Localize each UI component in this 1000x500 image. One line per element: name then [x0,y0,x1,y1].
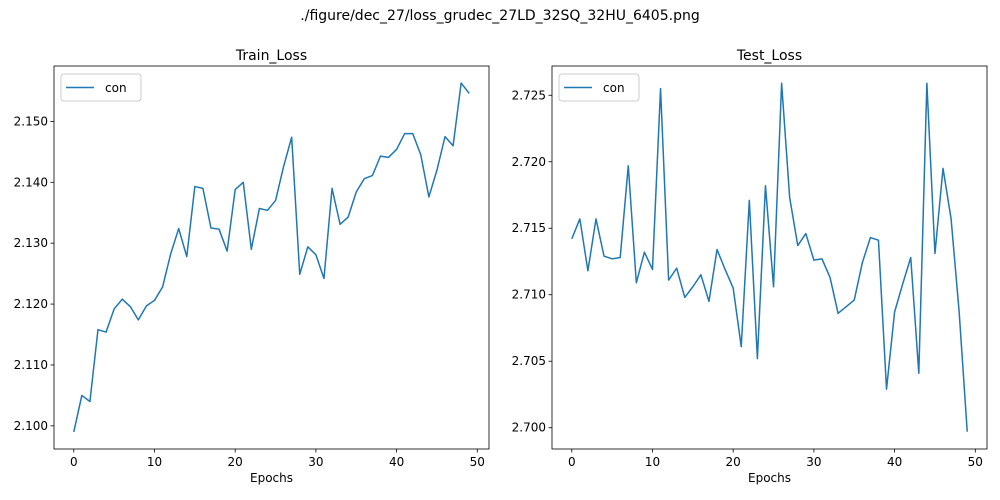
axes-frame [551,65,988,450]
y-tick-label: 2.100 [14,419,48,433]
x-tick-label: 0 [70,455,78,469]
x-tick-label: 50 [968,455,983,469]
y-tick-label: 2.110 [14,358,48,372]
y-tick-label: 2.150 [14,114,48,128]
x-tick-label: 30 [308,455,323,469]
x-tick-label: 10 [645,455,660,469]
series-line-con [73,82,470,433]
legend-label: con [603,81,625,95]
y-tick-label: 2.140 [14,175,48,189]
legend: con [558,73,640,102]
x-tick-label: 30 [806,455,821,469]
panel-title: Train_Loss [235,48,307,64]
panel-title: Test_Loss [736,48,802,64]
x-tick-label: 40 [389,455,404,469]
train-loss-panel: Train_Loss 0 10 20 30 40 50 2.100 2.110 2.120 2.13… [14,48,490,485]
x-axis-label: Epochs [748,471,791,485]
y-tick-label: 2.725 [512,88,546,102]
legend-box [558,73,640,102]
y-tick-label: 2.130 [14,236,48,250]
x-tick-label: 20 [228,455,243,469]
x-tick-label: 20 [726,455,741,469]
y-tick-label: 2.700 [512,421,546,435]
y-tick-label: 2.705 [512,354,546,368]
y-tick-label: 2.120 [14,297,48,311]
legend-label: con [105,81,127,95]
series-line-con [571,82,968,432]
x-tick-label: 0 [568,455,576,469]
x-tick-label: 40 [887,455,902,469]
y-tick-label: 2.720 [512,155,546,169]
y-tick-label: 2.715 [512,221,546,235]
figure-suptitle: ./figure/dec_27/loss_grudec_27LD_32SQ_32… [300,8,700,24]
test-loss-panel: Test_Loss 0 10 20 30 40 50 2.700 2.705 2.710 2.715… [512,48,988,485]
x-tick-label: 50 [470,455,485,469]
legend-box [60,73,142,102]
x-axis-label: Epochs [250,471,293,485]
legend: con [60,73,142,102]
y-tick-label: 2.710 [512,288,546,302]
axes-frame [53,65,490,450]
x-tick-label: 10 [147,455,162,469]
